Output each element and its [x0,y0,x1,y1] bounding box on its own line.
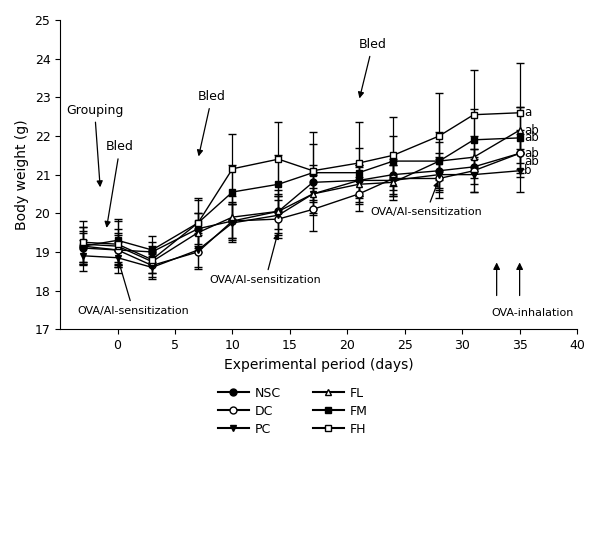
Text: Bled: Bled [359,38,386,97]
Text: Bled: Bled [105,140,134,227]
Legend: NSC, DC, PC, FL, FM, FH: NSC, DC, PC, FL, FM, FH [212,382,373,441]
X-axis label: Experimental period (days): Experimental period (days) [224,358,413,371]
Text: Grouping: Grouping [66,103,123,186]
Text: a: a [524,106,532,119]
Text: ab: ab [524,147,539,160]
Text: b: b [524,164,532,177]
Text: OVA/Al-sensitization: OVA/Al-sensitization [370,183,482,217]
Y-axis label: Body weight (g): Body weight (g) [15,119,29,230]
Text: OVA/Al-sensitization: OVA/Al-sensitization [77,262,189,316]
Text: ab: ab [524,131,539,145]
Text: Bled: Bled [197,90,226,155]
Text: ab: ab [524,124,539,136]
Text: OVA-inhalation: OVA-inhalation [491,308,573,318]
Text: OVA/Al-sensitization: OVA/Al-sensitization [209,235,321,285]
Text: ab: ab [524,155,539,168]
